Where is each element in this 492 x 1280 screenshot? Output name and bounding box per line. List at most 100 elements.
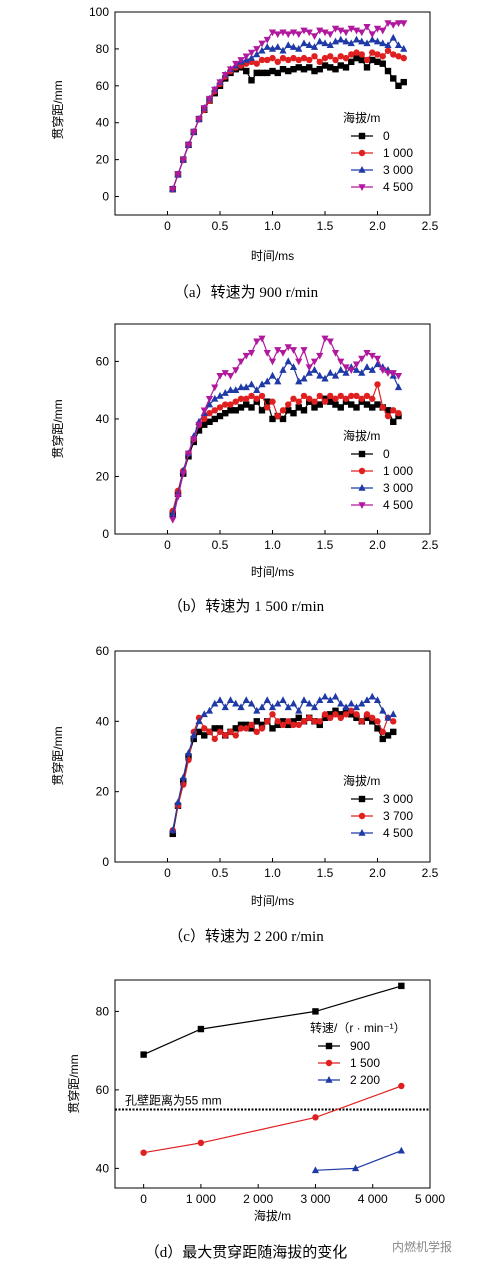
data-point bbox=[206, 409, 213, 417]
data-point bbox=[269, 398, 276, 405]
data-point bbox=[373, 696, 382, 704]
data-point bbox=[358, 56, 365, 64]
data-point bbox=[216, 391, 224, 399]
data-point bbox=[264, 404, 271, 411]
data-point bbox=[398, 982, 405, 990]
data-point bbox=[390, 407, 397, 414]
data-point bbox=[169, 516, 177, 524]
data-point bbox=[295, 404, 302, 411]
data-point bbox=[337, 27, 345, 35]
data-point bbox=[195, 116, 203, 124]
x-tick-label: 0.5 bbox=[212, 538, 229, 552]
data-point bbox=[342, 29, 350, 37]
data-point bbox=[384, 20, 392, 28]
data-point bbox=[200, 105, 208, 112]
legend: 海拔/m3 000 3 700 4 500 bbox=[343, 773, 413, 840]
data-point bbox=[300, 374, 308, 382]
series-line bbox=[143, 1085, 402, 1154]
data-point bbox=[353, 54, 360, 62]
data-point bbox=[316, 27, 324, 35]
data-point bbox=[394, 372, 403, 380]
data-point bbox=[290, 395, 297, 402]
legend-marker bbox=[325, 1042, 333, 1050]
data-point bbox=[190, 129, 198, 136]
data-point bbox=[140, 1149, 147, 1156]
data-point bbox=[221, 389, 229, 396]
data-point bbox=[395, 82, 402, 90]
data-point bbox=[332, 56, 339, 64]
data-point bbox=[395, 409, 402, 417]
series-2200 bbox=[311, 1146, 405, 1174]
data-point bbox=[243, 721, 250, 729]
data-point bbox=[216, 404, 224, 411]
data-point bbox=[289, 43, 298, 50]
data-point bbox=[237, 703, 245, 711]
data-point bbox=[295, 56, 302, 64]
data-point bbox=[242, 352, 250, 360]
data-point bbox=[279, 721, 287, 729]
data-point bbox=[211, 384, 219, 392]
data-point bbox=[184, 748, 193, 756]
data-point bbox=[342, 368, 350, 376]
data-point bbox=[232, 407, 239, 414]
series-1000 bbox=[169, 381, 402, 515]
data-point bbox=[258, 392, 266, 400]
data-point bbox=[279, 66, 287, 73]
data-point bbox=[253, 386, 261, 393]
data-point bbox=[332, 707, 339, 714]
series-4500 bbox=[169, 335, 403, 524]
data-point bbox=[232, 386, 240, 393]
y-axis-label: 贯穿距/mm bbox=[50, 726, 65, 785]
y-tick-label: 80 bbox=[96, 1004, 110, 1018]
legend-title: 转速/（r · min⁻¹） bbox=[310, 1020, 406, 1035]
data-point bbox=[316, 401, 323, 408]
data-point bbox=[363, 696, 371, 704]
data-point bbox=[390, 728, 397, 736]
data-point bbox=[389, 370, 397, 377]
y-tick-label: 20 bbox=[96, 469, 110, 483]
data-point bbox=[358, 718, 365, 725]
data-point bbox=[394, 20, 403, 28]
data-point bbox=[397, 1146, 405, 1154]
legend-title: 海拔/m bbox=[343, 428, 380, 443]
data-point bbox=[300, 696, 308, 704]
x-tick-label: 0 bbox=[164, 219, 171, 233]
data-point bbox=[358, 37, 366, 45]
legend-entry: 3 700 bbox=[383, 809, 413, 823]
data-point bbox=[274, 412, 281, 420]
data-point bbox=[379, 735, 386, 743]
data-point bbox=[353, 404, 360, 411]
chart-panel-1: 0 0.5 1.0 1.5 2.0 2.5 0 20 40 60 80 100 时间/ms 贯穿距/mm 海… bbox=[50, 5, 439, 301]
data-point bbox=[312, 1114, 319, 1121]
legend-marker bbox=[358, 829, 366, 836]
data-point bbox=[337, 366, 345, 373]
data-point bbox=[384, 41, 392, 49]
data-point bbox=[295, 44, 303, 52]
data-point bbox=[268, 29, 277, 37]
data-point bbox=[205, 706, 214, 714]
data-point bbox=[384, 713, 392, 721]
data-point bbox=[285, 401, 292, 408]
data-point bbox=[374, 58, 381, 66]
data-point bbox=[363, 711, 371, 718]
data-point bbox=[237, 57, 245, 64]
data-point bbox=[369, 395, 376, 402]
data-point bbox=[190, 735, 197, 743]
data-point bbox=[321, 398, 329, 405]
legend-marker bbox=[358, 166, 366, 173]
data-point bbox=[358, 395, 365, 402]
data-point bbox=[326, 368, 334, 376]
data-point bbox=[306, 64, 313, 71]
data-point bbox=[369, 56, 376, 64]
data-point bbox=[184, 142, 193, 149]
data-point bbox=[348, 401, 355, 408]
data-point bbox=[379, 27, 387, 35]
data-point bbox=[321, 692, 329, 700]
data-point bbox=[326, 338, 334, 346]
data-point bbox=[352, 361, 361, 369]
y-tick-label: 20 bbox=[96, 785, 110, 799]
series-4500 bbox=[169, 692, 397, 834]
legend: 海拔/m0 1 000 3 000 4 500 bbox=[343, 110, 413, 194]
legend-entry: 1 000 bbox=[383, 146, 413, 160]
data-point bbox=[295, 31, 303, 39]
